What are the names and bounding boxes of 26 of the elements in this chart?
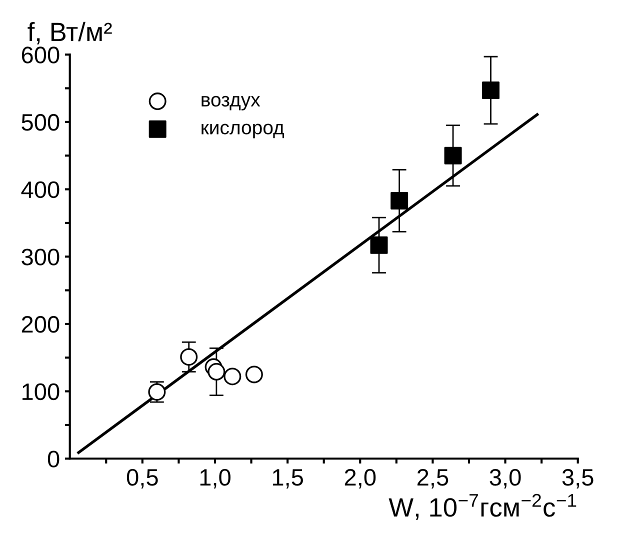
point xyxy=(370,236,388,254)
y-tick-label: 200 xyxy=(22,316,60,333)
y-tick-label: 100 xyxy=(22,383,60,400)
point xyxy=(245,366,263,384)
x-tick-label: 2,0 xyxy=(344,468,376,488)
legend-label: воздух xyxy=(202,96,260,110)
y-axis-title: f, Вт/м² xyxy=(28,22,112,44)
y-tick-label: 500 xyxy=(22,114,60,131)
legend-label: кислород xyxy=(202,124,284,138)
y-tick-label: 600 xyxy=(22,46,60,64)
x-tick-label: 1,0 xyxy=(200,468,230,488)
point xyxy=(208,363,226,381)
y-tick-label: 0 xyxy=(48,450,60,468)
point xyxy=(224,368,242,386)
x-tick-label: 0,5 xyxy=(126,468,158,488)
y-tick-label: 400 xyxy=(21,181,60,198)
point xyxy=(444,146,462,164)
x-tick-label: 1,5 xyxy=(272,469,303,488)
point xyxy=(390,192,408,210)
y-tick-label: 300 xyxy=(22,248,60,266)
point xyxy=(180,348,198,366)
x-tick-label: 3,5 xyxy=(562,468,594,488)
point xyxy=(482,82,500,100)
x-tick-label: 3,0 xyxy=(490,468,521,488)
x-axis-title: W, 10$^{−7}$гсм$^{−2}$с$^{−1}$ xyxy=(388,494,576,520)
x-tick-label: 2,5 xyxy=(417,468,448,488)
